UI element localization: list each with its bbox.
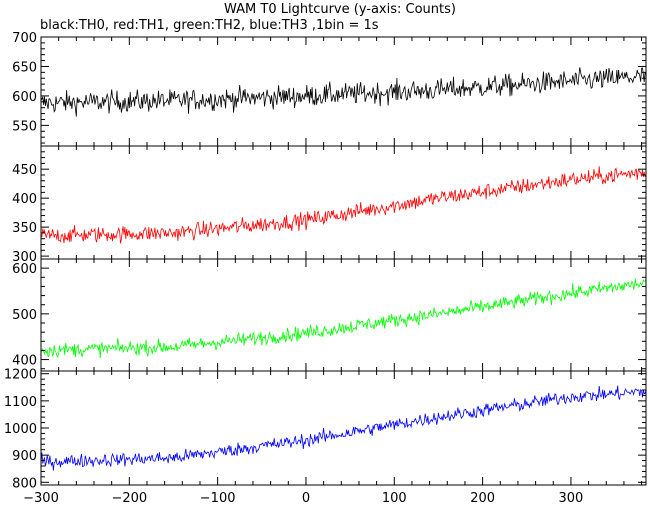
y-tick-label: 400 [12, 192, 37, 207]
y-tick-label: 400 [12, 354, 37, 369]
panel-frame [40, 258, 647, 372]
y-tick-label: 1100 [4, 395, 37, 410]
chart-subtitle: black:TH0, red:TH1, green:TH2, blue:TH3 … [40, 18, 379, 33]
x-tick-label: −300 [23, 491, 59, 505]
y-tick-label: 500 [12, 308, 37, 323]
x-tick-label: 200 [470, 491, 495, 505]
panel-frame [40, 36, 647, 147]
x-tick-label: 100 [382, 491, 407, 505]
panels-group: 550 600 650 700 300 350 400 450 400 500 600 800 900 1… [4, 31, 647, 491]
panel-th0: 550 600 650 700 [12, 31, 647, 147]
panel-frame [40, 145, 647, 260]
series-line-th0 [40, 67, 647, 117]
y-tick-label: 600 [12, 262, 37, 277]
x-tick-label: 0 [302, 491, 310, 505]
y-tick-label: 600 [12, 90, 37, 105]
y-tick-label: 650 [12, 60, 37, 75]
y-tick-label: 350 [12, 221, 37, 236]
y-tick-label: 450 [12, 163, 37, 178]
y-tick-label: 900 [12, 449, 37, 464]
x-tick-label: −100 [200, 491, 236, 505]
panel-th1: 300 350 400 450 [12, 145, 647, 265]
x-tick-label: 300 [559, 491, 584, 505]
series-line-th1 [40, 166, 647, 244]
panel-frame [40, 370, 647, 486]
x-axis: −300 −200 −100 0 100 200 300 [23, 491, 583, 505]
y-tick-label: 800 [12, 476, 37, 491]
panel-th2: 400 500 600 [12, 258, 647, 372]
chart-title: WAM T0 Lightcurve (y-axis: Counts) [224, 2, 456, 17]
y-tick-label: 1200 [4, 368, 37, 383]
y-tick-label: 550 [12, 119, 37, 134]
y-tick-label: 1000 [4, 422, 37, 437]
y-tick-label: 700 [12, 31, 37, 46]
y-tick-label: 300 [12, 250, 37, 265]
x-tick-label: −200 [111, 491, 147, 505]
series-line-th2 [40, 278, 647, 359]
series-line-th3 [40, 385, 647, 471]
panel-th3: 800 900 1000 1100 1200 [4, 368, 647, 491]
